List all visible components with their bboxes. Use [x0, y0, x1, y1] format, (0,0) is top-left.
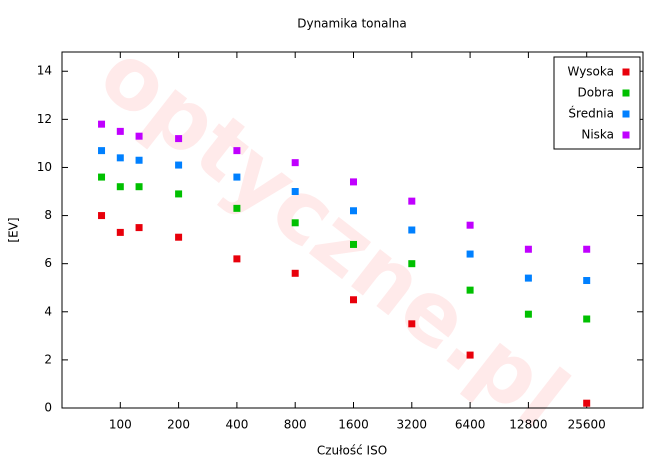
point: [349, 178, 357, 186]
x-tick-label: 200: [167, 418, 190, 432]
x-tick-label: 3200: [397, 418, 428, 432]
chart-title: Dynamika tonalna: [297, 17, 407, 31]
point: [175, 190, 183, 198]
point: [135, 132, 143, 140]
point: [175, 233, 183, 241]
point: [408, 226, 416, 234]
point: [408, 260, 416, 268]
x-tick-label: 1600: [338, 418, 369, 432]
point: [408, 320, 416, 328]
x-tick-label: 12800: [509, 418, 547, 432]
point: [116, 154, 124, 162]
x-tick-label: 100: [109, 418, 132, 432]
point: [135, 224, 143, 232]
y-tick-label: 2: [44, 352, 52, 366]
point: [291, 188, 299, 196]
point: [291, 269, 299, 277]
point: [466, 250, 474, 258]
point: [349, 207, 357, 215]
point: [233, 204, 241, 212]
point: [98, 147, 106, 155]
legend-marker: [622, 89, 630, 97]
x-tick-label: 400: [225, 418, 248, 432]
point: [524, 245, 532, 253]
x-tick-label: 800: [284, 418, 307, 432]
point: [349, 240, 357, 248]
y-tick-label: 4: [44, 304, 52, 318]
point: [291, 219, 299, 227]
point: [583, 399, 591, 407]
point: [175, 161, 183, 169]
point: [233, 173, 241, 181]
point: [291, 159, 299, 167]
point: [175, 135, 183, 143]
point: [466, 221, 474, 229]
y-axis-label: [EV]: [7, 217, 21, 242]
y-tick-label: 8: [44, 208, 52, 222]
point: [466, 351, 474, 359]
legend-label: Niska: [581, 128, 614, 142]
legend-label: Dobra: [578, 86, 615, 100]
x-tick-label: 6400: [455, 418, 486, 432]
y-tick-label: 10: [37, 160, 52, 174]
x-tick-label: 25600: [568, 418, 606, 432]
point: [116, 183, 124, 191]
x-axis-label: Czułość ISO: [317, 444, 387, 458]
point: [583, 315, 591, 323]
point: [116, 127, 124, 135]
point: [98, 212, 106, 220]
plot-frame: [61, 51, 644, 409]
legend-marker: [622, 131, 630, 139]
point: [116, 228, 124, 236]
legend-marker: [622, 110, 630, 118]
point: [583, 245, 591, 253]
point: [466, 286, 474, 294]
point: [349, 296, 357, 304]
point: [524, 274, 532, 282]
legend-label: Średnia: [568, 106, 614, 121]
y-tick-label: 12: [37, 112, 52, 126]
y-tick-label: 0: [44, 401, 52, 415]
point: [233, 147, 241, 155]
point: [135, 183, 143, 191]
y-tick-label: 14: [37, 64, 52, 78]
point: [233, 255, 241, 263]
legend-marker: [622, 68, 630, 76]
point: [98, 173, 106, 181]
point: [524, 310, 532, 318]
point: [135, 156, 143, 164]
y-tick-label: 6: [44, 256, 52, 270]
point: [408, 197, 416, 205]
point: [583, 277, 591, 285]
point: [98, 120, 106, 128]
legend-label: Wysoka: [568, 65, 614, 79]
